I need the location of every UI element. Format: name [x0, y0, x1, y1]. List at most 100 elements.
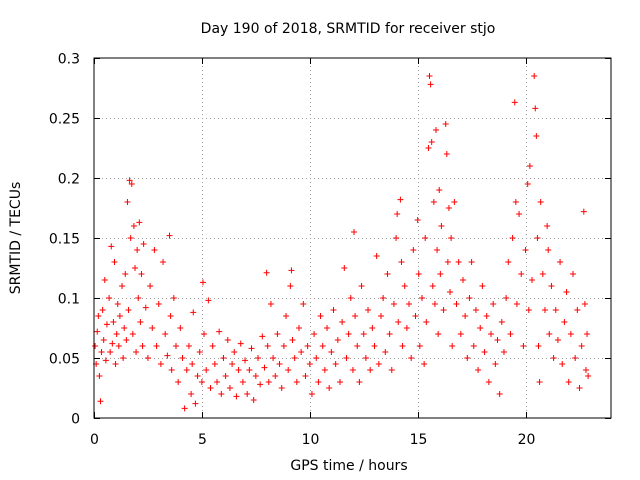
data-point [94, 328, 101, 335]
data-point [194, 373, 201, 379]
data-point [157, 361, 164, 367]
data-point [358, 283, 365, 289]
data-point [481, 349, 488, 355]
data-point [464, 355, 471, 361]
data-point [369, 325, 376, 331]
data-point [121, 325, 128, 331]
data-point [119, 283, 126, 289]
data-point [153, 343, 160, 349]
data-point [536, 379, 543, 385]
data-point [328, 349, 335, 355]
data-point [115, 343, 122, 349]
data-point [254, 355, 261, 361]
data-point [398, 259, 405, 265]
y-tick-labels: 0 0.05 0.1 0.15 0.2 0.25 0.3 [49, 52, 80, 428]
data-point [552, 307, 559, 313]
data-point [365, 307, 372, 313]
data-point [431, 301, 438, 307]
data-point [130, 223, 137, 229]
data-point [135, 295, 142, 301]
data-point [384, 271, 391, 277]
data-point [142, 304, 149, 311]
chart-title: Day 190 of 2018, SRMTID for receiver stj… [201, 21, 496, 37]
data-point [109, 340, 116, 347]
data-point [397, 196, 404, 203]
data-point [237, 340, 244, 347]
data-point [525, 307, 532, 313]
data-point [415, 271, 422, 277]
data-point [451, 199, 458, 205]
data-point [274, 331, 281, 337]
data-point [233, 393, 240, 400]
data-point [433, 127, 440, 133]
data-point [224, 337, 231, 343]
data-point [354, 343, 361, 349]
data-point [252, 373, 259, 379]
data-point [95, 313, 102, 319]
data-point [425, 145, 432, 151]
data-point [280, 343, 287, 349]
data-point [546, 331, 553, 337]
data-point [443, 151, 450, 157]
data-point [386, 331, 393, 337]
data-point [518, 271, 525, 277]
data-point [287, 283, 294, 289]
data-point [352, 313, 359, 319]
data-point [574, 307, 581, 313]
data-point [544, 223, 551, 229]
data-point [427, 81, 434, 88]
data-point [177, 325, 184, 331]
data-point [388, 367, 395, 373]
data-point [541, 307, 548, 313]
data-point [382, 349, 389, 355]
data-point [98, 349, 105, 355]
data-point [526, 163, 533, 169]
data-point [100, 337, 107, 343]
data-point [285, 367, 292, 373]
data-point [410, 247, 417, 253]
data-point [367, 367, 374, 373]
data-point [449, 343, 456, 349]
data-point [572, 355, 579, 361]
data-point [513, 301, 520, 307]
x-tick-labels: 0 5 10 15 20 [90, 432, 535, 448]
data-point [111, 259, 118, 265]
data-point [319, 343, 326, 349]
data-point [167, 313, 174, 319]
data-point [343, 355, 350, 361]
data-point [399, 343, 406, 349]
data-point [529, 277, 536, 283]
data-point [311, 331, 318, 337]
data-point [334, 337, 341, 343]
data-point [183, 367, 190, 373]
data-point [339, 319, 346, 325]
data-point [362, 355, 369, 361]
data-point [244, 391, 251, 397]
y-axis-label: SRMTID / TECUs [8, 182, 24, 295]
data-point [242, 357, 249, 364]
data-point [270, 355, 277, 361]
data-point [580, 208, 587, 215]
data-point [198, 379, 205, 385]
data-point [537, 199, 544, 205]
data-point [520, 343, 527, 349]
data-point [257, 381, 264, 388]
data-point [114, 301, 121, 307]
data-point [561, 319, 568, 325]
data-point [377, 313, 384, 319]
data-point [155, 301, 162, 307]
data-point [578, 343, 585, 349]
data-point [99, 307, 106, 313]
data-point [472, 307, 479, 313]
data-point [457, 331, 464, 337]
data-point [304, 343, 311, 349]
data-point [505, 259, 512, 265]
data-point [436, 187, 443, 193]
data-point [264, 343, 271, 349]
data-point [347, 295, 354, 301]
data-point [147, 283, 154, 289]
data-point [447, 289, 454, 295]
data-point [442, 121, 449, 127]
data-point [302, 373, 309, 379]
data-point [188, 391, 195, 397]
